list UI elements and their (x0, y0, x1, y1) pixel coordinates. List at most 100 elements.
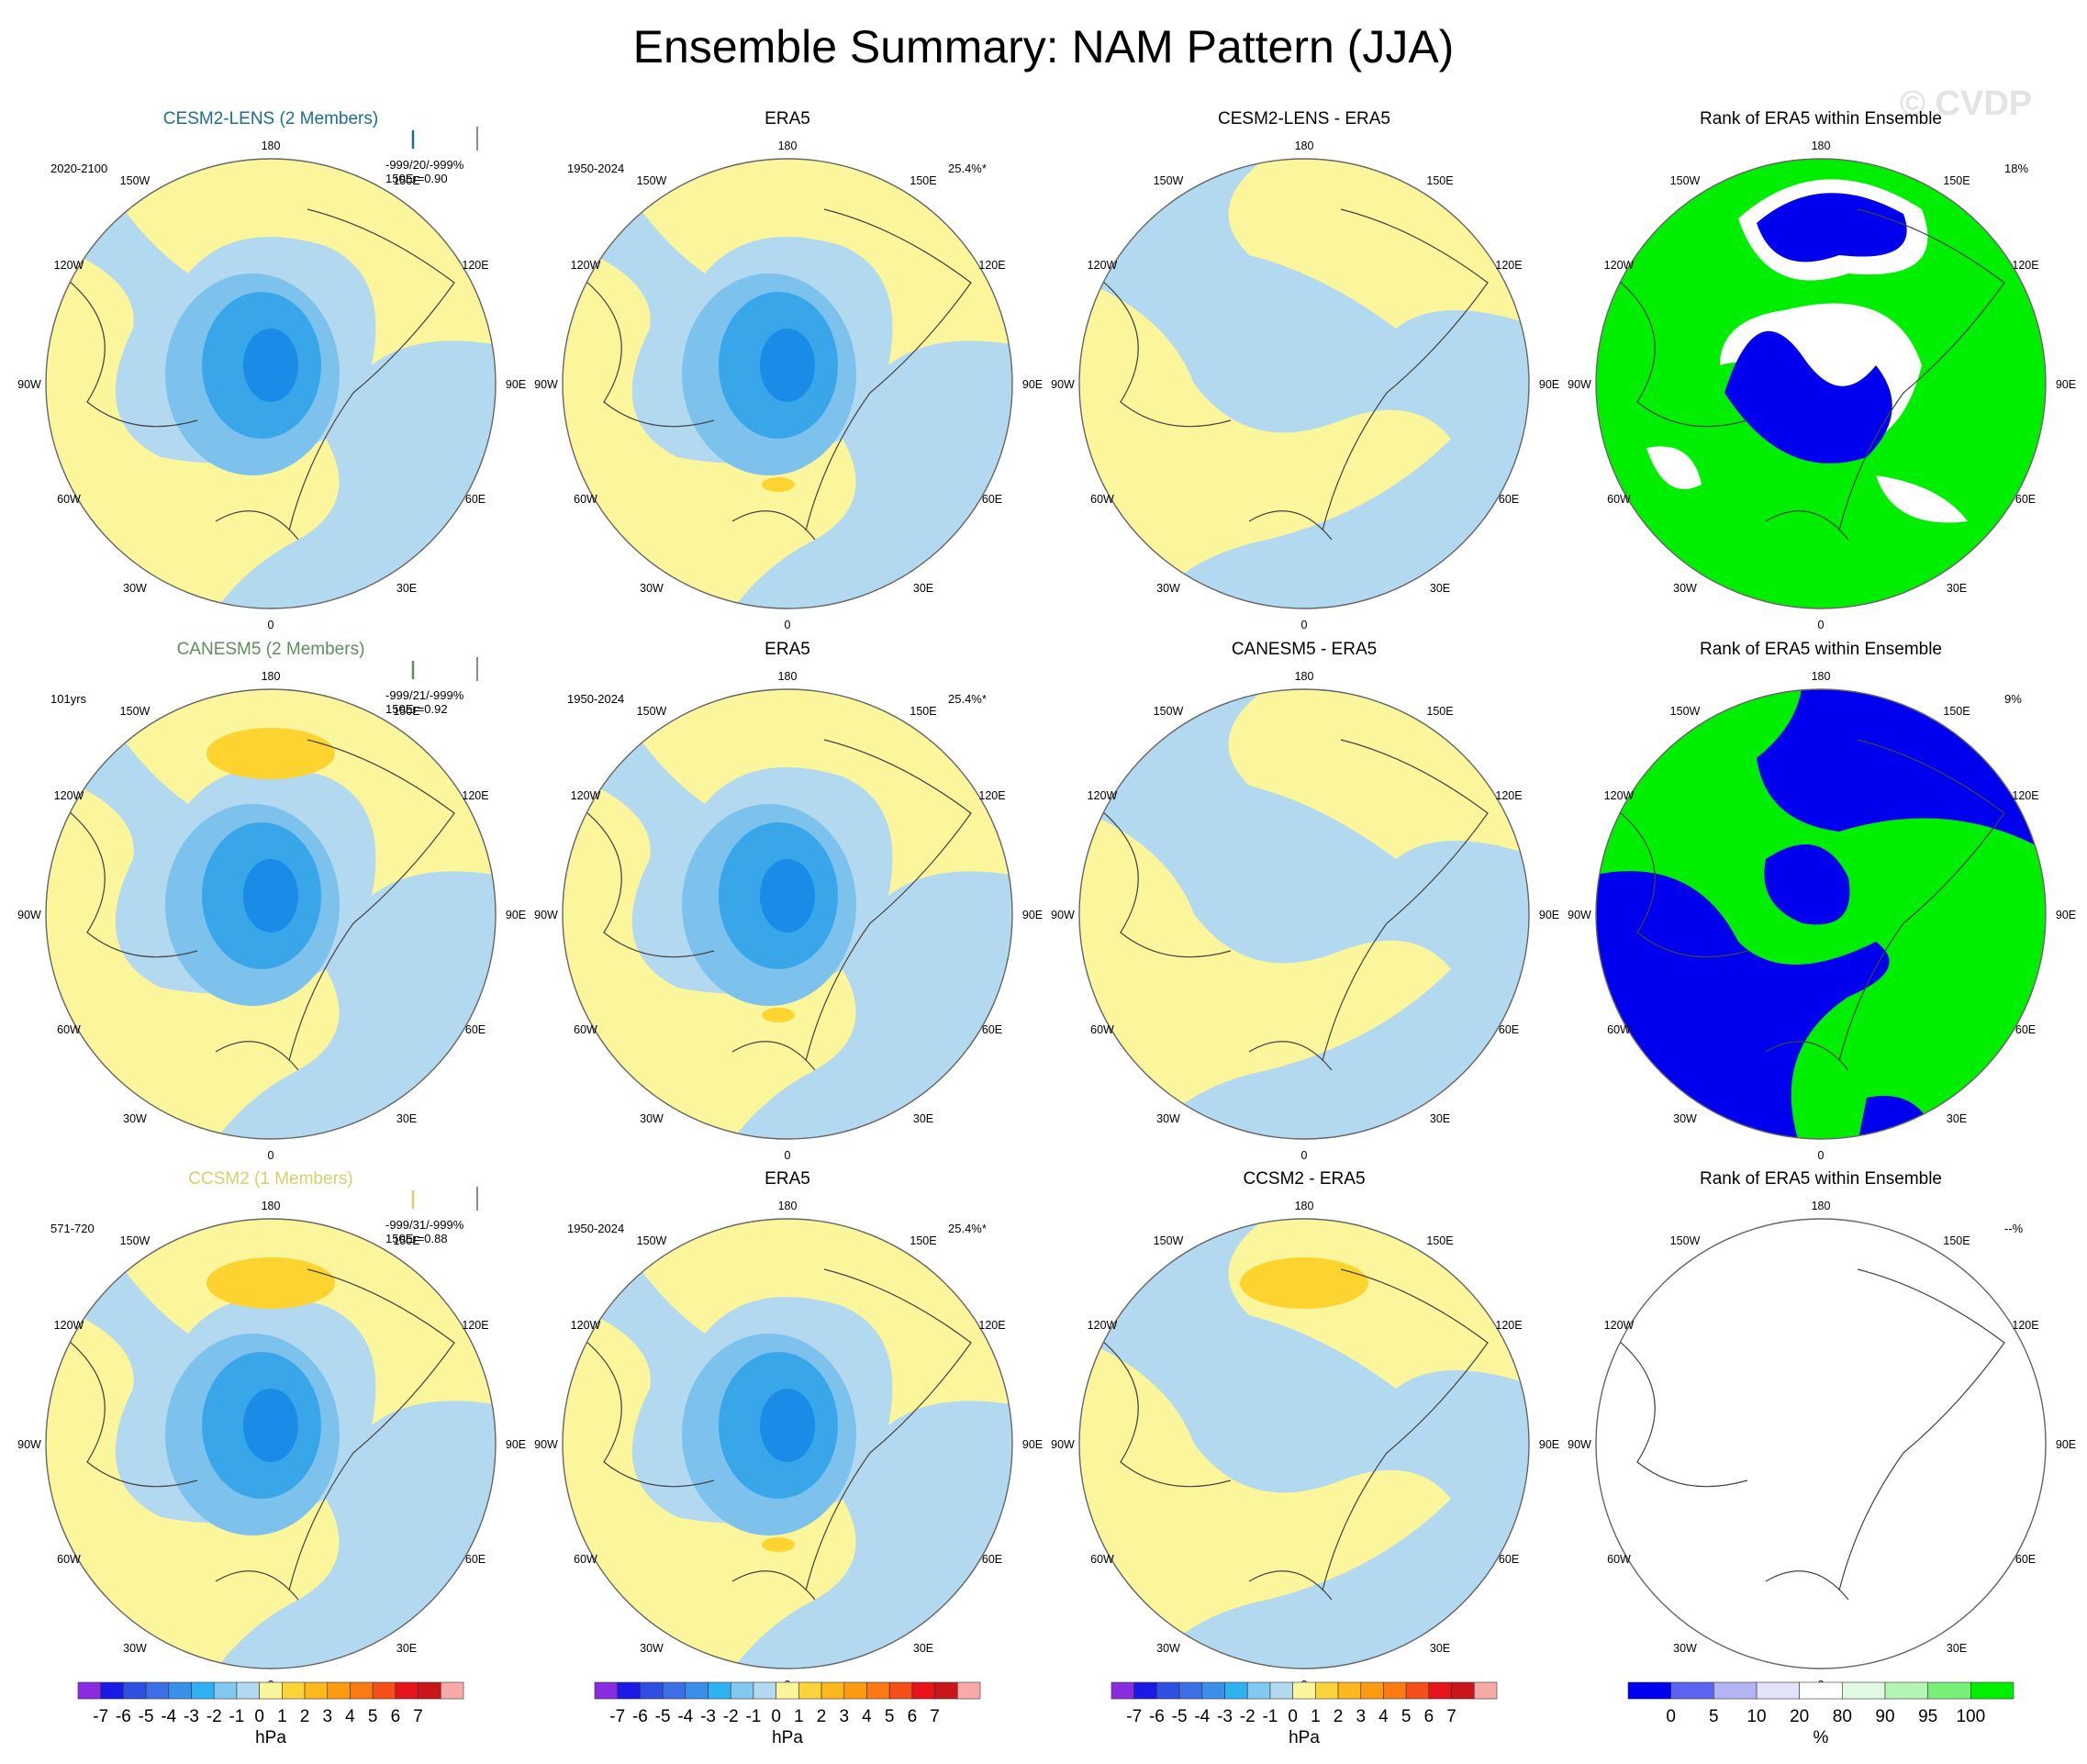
positive-anomaly-region (762, 477, 795, 492)
colorbar-swatch (956, 1681, 981, 1700)
lon-label-0: 0 (1818, 1149, 1825, 1162)
colorbar-tick-label: 0 (1288, 1707, 1298, 1726)
lon-label-60e: 60E (1499, 1023, 1519, 1036)
colorbar-swatch (1842, 1681, 1886, 1700)
colorbar-swatch (1269, 1681, 1293, 1700)
lon-label-150w: 150W (120, 1234, 151, 1247)
panel-title-diff: CESM2-LENS - ERA5 (1218, 109, 1390, 128)
colorbar-tick-label: 6 (391, 1707, 401, 1726)
panel-pct-variance: 25.4%* (948, 692, 987, 706)
lon-label-30w: 30W (1673, 582, 1697, 595)
lon-label-120w: 120W (1604, 259, 1635, 272)
colorbar-swatch (395, 1681, 419, 1700)
colorbar-swatch (640, 1681, 664, 1700)
colorbar-tick-label: 7 (413, 1707, 423, 1726)
colorbar-swatch (730, 1681, 754, 1700)
lon-label-120e: 120E (2012, 1319, 2038, 1332)
positive-anomaly-region (1240, 1257, 1368, 1309)
colorbar-swatch (1178, 1681, 1203, 1700)
lon-label-150w: 150W (1670, 1234, 1701, 1247)
positive-anomaly-region (206, 1257, 335, 1309)
colorbar-tick-label: -1 (745, 1707, 761, 1726)
panel-stat-line1: -999/31/-999% (385, 1218, 464, 1232)
colorbar-swatch (1627, 1681, 1671, 1700)
lon-label-90w: 90W (17, 378, 41, 391)
colorbar-swatch (1110, 1681, 1135, 1700)
lon-label-30e: 30E (1430, 1112, 1450, 1125)
colorbar-tick-label: -4 (161, 1707, 176, 1726)
lon-label-90w: 90W (1568, 378, 1591, 391)
colorbar-swatch (866, 1681, 890, 1700)
map-border (1078, 1218, 1530, 1669)
panel-stat-line2: 150Er=0.90 (385, 172, 448, 185)
lon-label-0: 0 (268, 1149, 274, 1162)
colorbar-tick-label: 95 (1918, 1707, 1937, 1726)
colorbar-tick-label: -4 (677, 1707, 693, 1726)
coastline (1609, 739, 2005, 1071)
lon-label-30w: 30W (1156, 1112, 1180, 1125)
lon-label-150e: 150E (1426, 1234, 1453, 1247)
lon-label-90w: 90W (534, 1438, 558, 1451)
map-panel-model: 180 0 150W 150E 120W 120E 90W 90E 60W 60E 30W 30E CA… (17, 640, 526, 1162)
colorbar-swatch (1713, 1681, 1758, 1700)
coastline (1609, 1268, 2005, 1601)
colorbar-tick-label: -6 (1149, 1707, 1165, 1726)
coastline (575, 208, 972, 541)
colorbar-swatch (1337, 1681, 1362, 1700)
panel-title-era5: ERA5 (764, 640, 810, 659)
colorbar-tick-label: 5 (885, 1707, 895, 1726)
lon-label-30w: 30W (123, 1642, 147, 1655)
panel-title-rank: Rank of ERA5 within Ensemble (1700, 1169, 1942, 1189)
colorbar-swatch (282, 1681, 306, 1700)
lon-label-180: 180 (1812, 670, 1831, 683)
panel-rank-pct: 9% (2004, 692, 2022, 706)
lon-label-30w: 30W (640, 582, 664, 595)
rank-mid-region (1646, 446, 1702, 489)
map-border (1078, 688, 1530, 1140)
lon-label-90w: 90W (17, 909, 41, 921)
colorbar-swatch (1970, 1681, 2014, 1700)
lon-label-150e: 150E (910, 705, 936, 718)
lon-label-60w: 60W (1090, 1023, 1114, 1036)
lon-label-0: 0 (1818, 619, 1825, 631)
lon-label-120e: 120E (2012, 789, 2038, 802)
colorbar-tick-label: -1 (229, 1707, 244, 1726)
colorbar-tick-label: -3 (700, 1707, 716, 1726)
panel-rank-pct: --% (2004, 1222, 2024, 1235)
panel-title-model: CCSM2 (1 Members) (188, 1169, 352, 1189)
coastline (59, 208, 455, 541)
map-panel-rank: 180 0 150W 150E 120W 120E 90W 90E 60W 60E 30W 30E Ra… (1568, 109, 2076, 631)
colorbar-swatch (708, 1681, 731, 1700)
lon-label-0: 0 (785, 1149, 791, 1162)
coastline (575, 739, 972, 1071)
panel-years: 571-720 (50, 1222, 95, 1235)
map-border (562, 688, 1013, 1140)
lon-label-60e: 60E (2015, 1023, 2036, 1036)
map-background (1596, 1219, 2046, 1669)
lon-label-150e: 150E (1426, 174, 1453, 187)
colorbar-tick-label: -6 (116, 1707, 131, 1726)
colorbar-swatch (1360, 1681, 1384, 1700)
lon-label-30e: 30E (1430, 582, 1450, 595)
lon-label-90w: 90W (1051, 378, 1075, 391)
map-border (45, 1218, 497, 1669)
colorbar-tick-label: 1 (277, 1707, 287, 1726)
colorbar-tick-label: 4 (345, 1707, 355, 1726)
lon-label-90w: 90W (1568, 909, 1591, 921)
lon-label-120w: 120W (54, 1319, 84, 1332)
lon-label-30e: 30E (396, 1112, 417, 1125)
colorbar-tick-label: 3 (839, 1707, 849, 1726)
colorbar-tick-label: 4 (1378, 1707, 1389, 1726)
panel-title-era5: ERA5 (764, 109, 810, 128)
lon-label-90e: 90E (1539, 1438, 1559, 1451)
map-panel-rank-empty: 1800150W150E120W120E90W90E60W60E30W30ERa… (1568, 1169, 2076, 1691)
lon-label-0: 0 (1301, 619, 1308, 631)
panel-rank-pct: 18% (2004, 162, 2028, 175)
lon-label-150e: 150E (1426, 705, 1453, 718)
lon-label-120e: 120E (462, 789, 488, 802)
colorbar-swatch (1927, 1681, 1971, 1700)
colorbar-tick-label: 100 (1956, 1707, 1985, 1726)
panel-title-model: CESM2-LENS (2 Members) (163, 109, 378, 128)
lon-label-120w: 120W (1088, 259, 1118, 272)
colorbar-rank: 0 5 10 20 80 90 95 100% (1627, 1681, 2014, 1747)
